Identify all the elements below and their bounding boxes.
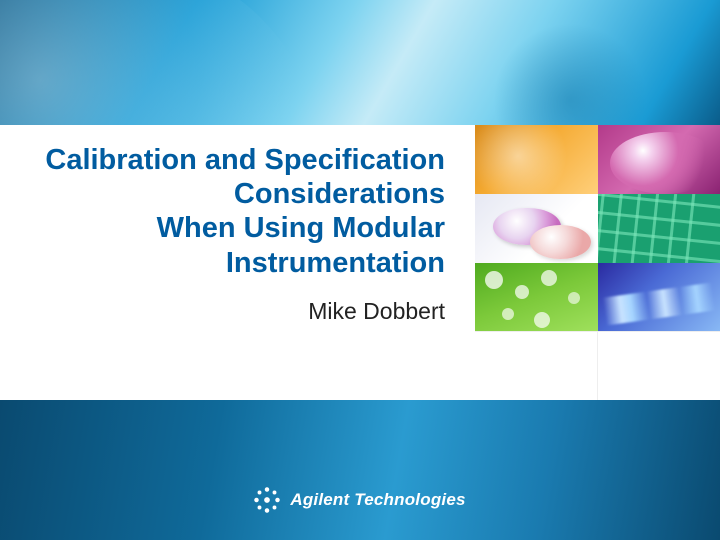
- agilent-spark-icon: [254, 487, 280, 513]
- title-line-1: Calibration and Specification: [45, 144, 445, 176]
- background-bottom-gradient: [0, 400, 720, 540]
- tile-leaf-droplets: [475, 263, 598, 332]
- logo-inner: Agilent Technologies: [254, 487, 465, 513]
- tile-blank-right: [598, 331, 720, 400]
- title-line-2: Considerations: [234, 178, 445, 210]
- footer-logo: Agilent Technologies: [0, 487, 720, 518]
- background-top-gradient: [0, 0, 720, 125]
- slide-author: Mike Dobbert: [40, 298, 445, 325]
- tile-circuit-board: [598, 194, 720, 263]
- tile-magenta-flower: [598, 125, 720, 194]
- tile-pills: [475, 194, 598, 263]
- title-line-3: When Using Modular: [157, 212, 445, 244]
- title-block: Calibration and Specification Considerat…: [0, 125, 475, 400]
- tile-orange: [475, 125, 598, 194]
- logo-text: Agilent Technologies: [290, 490, 465, 510]
- tile-crystal-blue: [598, 263, 720, 332]
- title-line-4: Instrumentation: [226, 247, 445, 279]
- image-tile-grid: [475, 125, 720, 400]
- slide: Calibration and Specification Considerat…: [0, 0, 720, 540]
- tile-blank-left: [475, 331, 598, 400]
- slide-title: Calibration and Specification Considerat…: [40, 143, 445, 280]
